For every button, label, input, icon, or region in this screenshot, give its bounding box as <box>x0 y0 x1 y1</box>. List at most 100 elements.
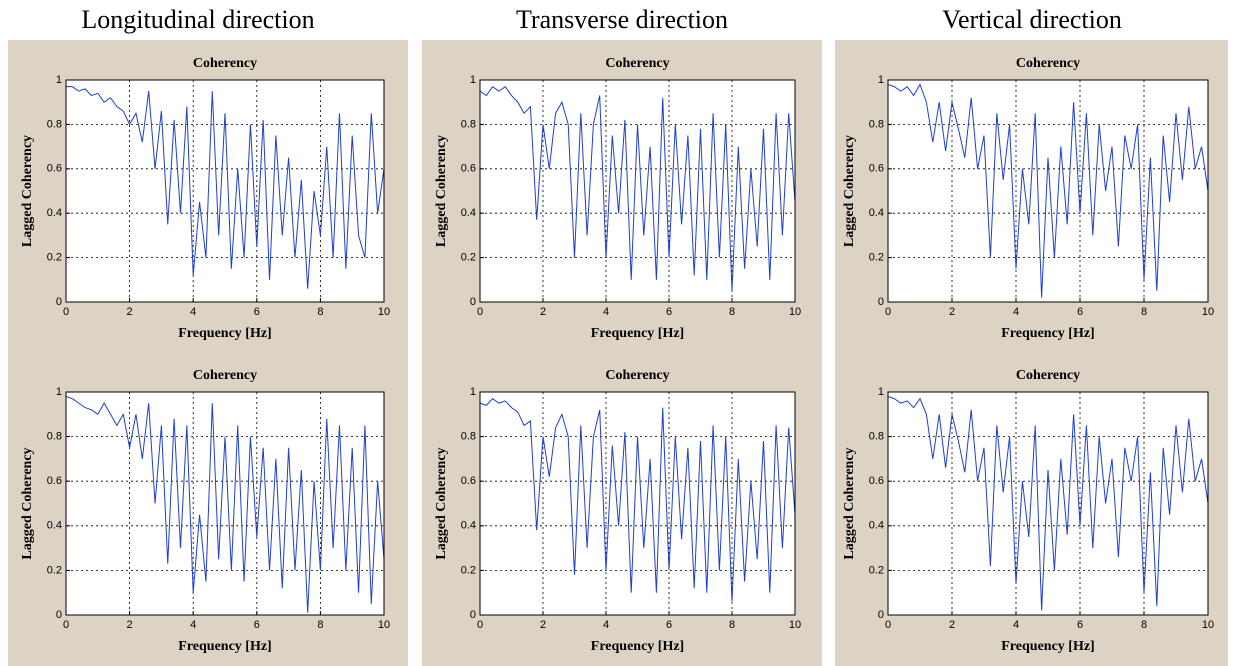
x-axis-label: Frequency [Hz] <box>1001 639 1094 654</box>
y-tick-label: 0 <box>470 296 476 308</box>
x-tick-label: 8 <box>729 619 735 631</box>
data-line <box>66 86 385 289</box>
plot-title: Coherency <box>193 368 257 383</box>
y-tick-label: 0.6 <box>869 163 884 175</box>
plot-area <box>480 80 795 302</box>
x-axis-label: Frequency [Hz] <box>178 639 271 654</box>
data-line <box>887 83 1209 298</box>
y-tick-label: 0.2 <box>47 252 62 264</box>
y-tick-label: 0.8 <box>869 431 884 443</box>
y-tick-label: 0 <box>470 609 476 621</box>
plot-frame <box>479 391 796 616</box>
y-tick-label: 0.6 <box>869 475 884 487</box>
y-tick-label: 0.6 <box>461 475 476 487</box>
x-tick-label: 10 <box>789 306 801 318</box>
y-tick-label: 1 <box>56 386 62 398</box>
y-tick-label: 1 <box>56 74 62 86</box>
plot-frame <box>479 79 796 303</box>
y-axis-label: Lagged Coherency <box>434 447 449 559</box>
plot-frame <box>887 79 1209 303</box>
y-axis-label: Lagged Coherency <box>20 135 35 247</box>
x-tick-label: 2 <box>540 619 546 631</box>
column-header: Longitudinal direction <box>81 5 314 34</box>
plot-area <box>888 80 1208 302</box>
x-tick-label: 0 <box>477 306 483 318</box>
x-tick-label: 8 <box>1141 619 1147 631</box>
y-tick-label: 0.8 <box>461 431 476 443</box>
y-tick-label: 0 <box>878 296 884 308</box>
x-tick-label: 2 <box>540 306 546 318</box>
plot-frame <box>887 391 1209 616</box>
x-tick-label: 0 <box>477 619 483 631</box>
x-tick-label: 6 <box>254 306 260 318</box>
x-tick-label: 0 <box>63 619 69 631</box>
column-header: Transverse direction <box>516 5 728 34</box>
x-tick-label: 4 <box>603 306 609 318</box>
y-tick-label: 1 <box>878 386 884 398</box>
plot-area <box>888 392 1208 615</box>
plot-frame <box>65 391 385 616</box>
data-line <box>887 395 1209 611</box>
y-tick-label: 0.8 <box>461 118 476 130</box>
y-tick-label: 0 <box>56 609 62 621</box>
plot-title: Coherency <box>1016 56 1080 71</box>
y-tick-label: 0.8 <box>869 118 884 130</box>
y-tick-label: 1 <box>878 74 884 86</box>
plot-title: Coherency <box>1016 368 1080 383</box>
y-tick-label: 0.2 <box>869 252 884 264</box>
x-axis-label: Frequency [Hz] <box>1001 326 1094 341</box>
y-tick-label: 0.2 <box>461 564 476 576</box>
plot-title: Coherency <box>605 56 669 71</box>
x-tick-label: 10 <box>789 619 801 631</box>
x-tick-label: 10 <box>378 306 390 318</box>
y-tick-label: 0.6 <box>461 163 476 175</box>
x-tick-label: 10 <box>378 619 390 631</box>
y-tick-label: 1 <box>470 74 476 86</box>
x-tick-label: 6 <box>254 619 260 631</box>
x-tick-label: 0 <box>63 306 69 318</box>
y-axis-label: Lagged Coherency <box>842 447 857 559</box>
y-tick-label: 0 <box>878 609 884 621</box>
y-tick-label: 0.2 <box>47 564 62 576</box>
y-tick-label: 0.4 <box>47 207 62 219</box>
x-tick-label: 4 <box>190 619 196 631</box>
x-tick-label: 4 <box>1013 619 1019 631</box>
y-tick-label: 0.6 <box>47 163 62 175</box>
y-tick-label: 0.4 <box>47 520 62 532</box>
x-tick-label: 8 <box>729 306 735 318</box>
y-axis-label: Lagged Coherency <box>20 447 35 559</box>
x-tick-label: 6 <box>666 306 672 318</box>
y-tick-label: 0.8 <box>47 118 62 130</box>
column-header: Vertical direction <box>942 5 1122 34</box>
plot-area <box>66 392 384 615</box>
x-tick-label: 6 <box>1077 306 1083 318</box>
x-tick-label: 2 <box>949 619 955 631</box>
x-tick-label: 4 <box>190 306 196 318</box>
x-tick-label: 6 <box>1077 619 1083 631</box>
plot-title: Coherency <box>193 56 257 71</box>
x-tick-label: 0 <box>885 306 891 318</box>
y-tick-label: 0.4 <box>869 207 884 219</box>
x-axis-label: Frequency [Hz] <box>591 326 684 341</box>
x-tick-label: 2 <box>949 306 955 318</box>
y-tick-label: 0.4 <box>869 520 884 532</box>
data-line <box>479 398 796 602</box>
x-tick-label: 4 <box>603 619 609 631</box>
data-line <box>479 85 796 291</box>
x-tick-label: 10 <box>1202 619 1214 631</box>
y-tick-label: 0.2 <box>461 252 476 264</box>
x-axis-label: Frequency [Hz] <box>178 326 271 341</box>
plot-title: Coherency <box>605 368 669 383</box>
plot-frame <box>65 79 385 303</box>
x-tick-label: 2 <box>127 306 133 318</box>
y-tick-label: 0.4 <box>461 520 476 532</box>
x-tick-label: 10 <box>1202 306 1214 318</box>
x-tick-label: 0 <box>885 619 891 631</box>
y-tick-label: 0.8 <box>47 431 62 443</box>
x-tick-label: 8 <box>317 619 323 631</box>
y-tick-label: 0 <box>56 296 62 308</box>
y-axis-label: Lagged Coherency <box>434 135 449 247</box>
x-tick-label: 6 <box>666 619 672 631</box>
y-tick-label: 0.6 <box>47 475 62 487</box>
